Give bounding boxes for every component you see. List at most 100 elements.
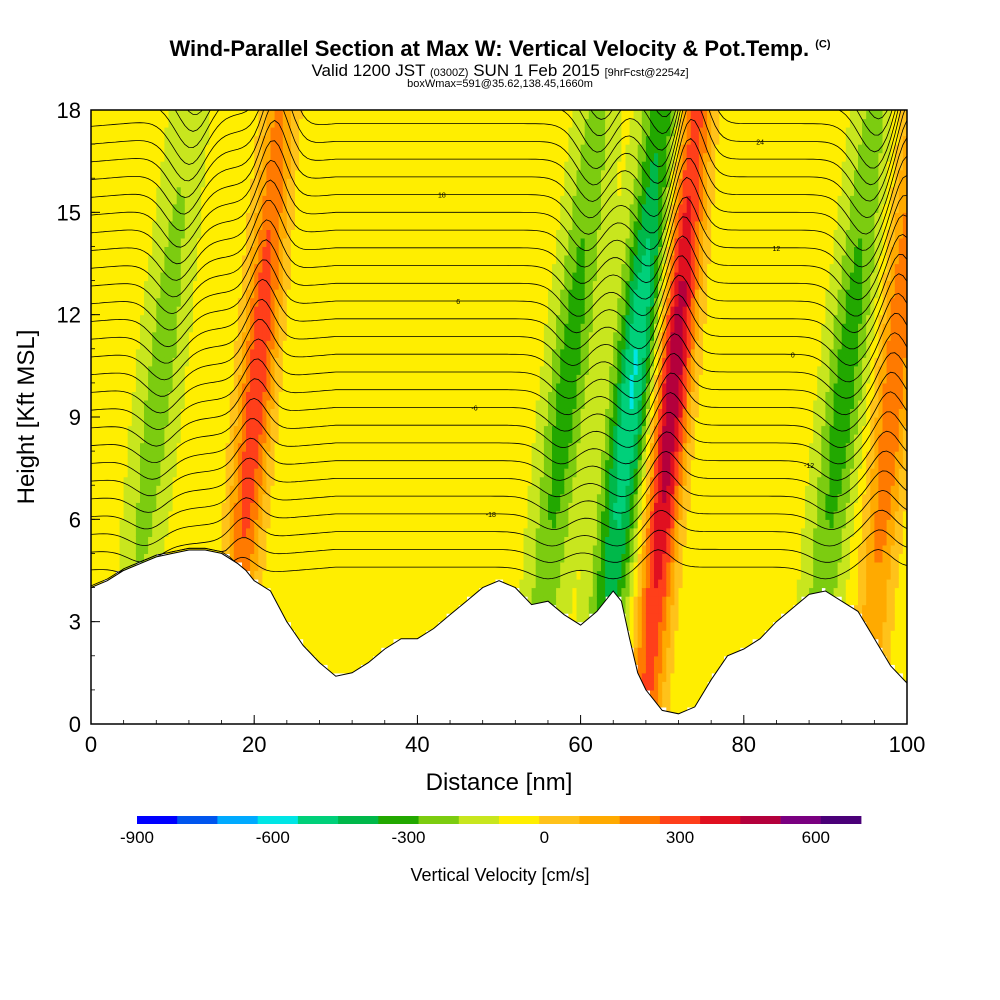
velocity-cell <box>315 237 321 247</box>
velocity-cell <box>209 493 214 503</box>
velocity-cell <box>380 118 386 128</box>
velocity-cell <box>152 527 157 537</box>
velocity-cell <box>437 468 443 478</box>
velocity-cell <box>368 425 374 435</box>
velocity-cell <box>127 161 133 171</box>
velocity-cell <box>380 459 386 469</box>
velocity-cell <box>405 212 410 222</box>
velocity-cell <box>356 323 361 333</box>
velocity-cell <box>425 186 431 196</box>
velocity-cell <box>135 246 141 256</box>
velocity-cell <box>168 323 174 333</box>
velocity-cell <box>209 178 214 188</box>
velocity-cell <box>229 527 235 537</box>
velocity-cell <box>131 229 137 239</box>
velocity-cell <box>344 502 349 512</box>
velocity-cell <box>180 110 186 120</box>
velocity-cell <box>140 553 145 563</box>
velocity-cell <box>160 331 166 341</box>
velocity-cell <box>229 297 235 307</box>
velocity-cell <box>323 289 329 299</box>
velocity-cell <box>368 647 374 657</box>
velocity-cell <box>405 604 410 614</box>
velocity-cell <box>144 127 149 137</box>
velocity-cell <box>95 527 100 537</box>
velocity-cell <box>144 263 149 273</box>
velocity-cell <box>327 178 333 188</box>
velocity-cell <box>372 596 378 606</box>
velocity-cell <box>421 502 427 512</box>
velocity-cell <box>437 493 443 503</box>
velocity-cell <box>376 493 382 503</box>
velocity-cell <box>286 255 292 265</box>
velocity-cell <box>221 485 227 495</box>
velocity-cell <box>380 579 386 589</box>
velocity-cell <box>274 135 280 145</box>
velocity-cell <box>156 365 161 375</box>
velocity-cell <box>388 638 394 648</box>
velocity-cell <box>107 331 112 341</box>
velocity-cell <box>152 306 157 316</box>
velocity-cell <box>225 485 231 495</box>
velocity-cell <box>225 340 231 350</box>
velocity-cell <box>237 220 243 230</box>
velocity-cell <box>335 451 341 461</box>
velocity-cell <box>144 144 149 154</box>
velocity-cell <box>425 459 431 469</box>
velocity-cell <box>135 544 141 554</box>
velocity-cell <box>425 570 431 580</box>
velocity-cell <box>254 493 259 503</box>
velocity-cell <box>364 417 370 427</box>
velocity-cell <box>331 613 337 623</box>
velocity-cell <box>376 647 382 657</box>
velocity-cell <box>209 527 214 537</box>
velocity-cell <box>319 553 325 563</box>
velocity-cell <box>417 178 423 188</box>
velocity-cell <box>103 442 108 452</box>
velocity-cell <box>119 127 125 137</box>
velocity-cell <box>242 417 247 427</box>
velocity-cell <box>380 229 386 239</box>
velocity-cell <box>421 417 427 427</box>
velocity-cell <box>274 229 280 239</box>
velocity-cell <box>319 289 325 299</box>
velocity-cell <box>201 280 206 290</box>
velocity-cell <box>225 110 231 120</box>
velocity-cell <box>352 655 357 665</box>
velocity-cell <box>213 135 219 145</box>
velocity-cell <box>401 220 406 230</box>
velocity-cell <box>384 255 390 265</box>
velocity-cell <box>237 169 243 179</box>
velocity-cell <box>421 553 427 563</box>
velocity-cell <box>135 485 141 495</box>
velocity-cell <box>95 348 100 358</box>
velocity-cell <box>184 365 190 375</box>
velocity-cell <box>262 544 268 554</box>
velocity-cell <box>356 502 361 512</box>
velocity-cell <box>319 365 325 375</box>
velocity-cell <box>91 306 96 316</box>
velocity-cell <box>233 195 239 205</box>
velocity-cell <box>91 382 96 392</box>
velocity-cell <box>380 212 386 222</box>
velocity-cell <box>397 246 402 256</box>
velocity-cell <box>205 417 210 427</box>
velocity-cell <box>119 417 125 427</box>
velocity-cell <box>319 536 325 546</box>
velocity-cell <box>258 382 263 392</box>
velocity-cell <box>135 135 141 145</box>
velocity-cell <box>274 570 280 580</box>
velocity-cell <box>344 246 349 256</box>
velocity-cell <box>344 255 349 265</box>
velocity-cell <box>360 408 365 418</box>
velocity-cell <box>376 152 382 162</box>
velocity-cell <box>376 212 382 222</box>
velocity-cell <box>299 186 304 196</box>
velocity-cell <box>311 110 316 120</box>
velocity-cell <box>282 536 288 546</box>
velocity-cell <box>168 468 174 478</box>
velocity-cell <box>242 212 247 222</box>
velocity-cell <box>172 408 178 418</box>
velocity-cell <box>368 263 374 273</box>
velocity-cell <box>266 272 272 282</box>
